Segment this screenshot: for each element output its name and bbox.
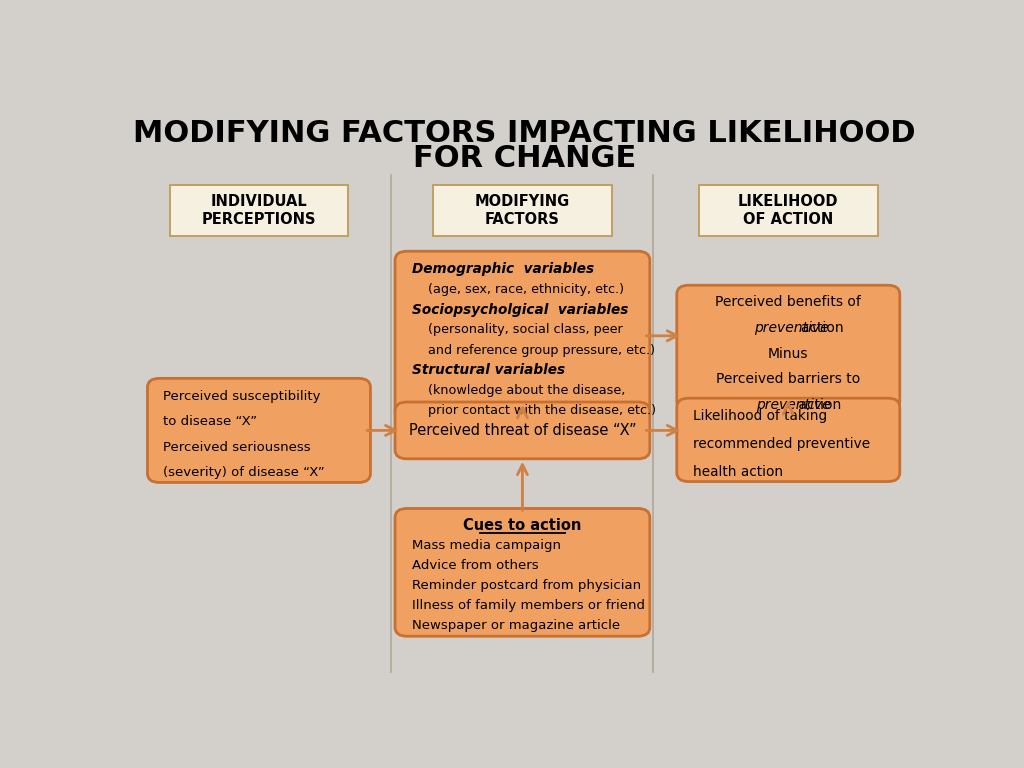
Text: action: action — [794, 399, 842, 412]
Text: INDIVIDUAL
PERCEPTIONS: INDIVIDUAL PERCEPTIONS — [202, 194, 316, 227]
Text: Mass media campaign: Mass media campaign — [412, 538, 561, 551]
Text: and reference group pressure, etc.): and reference group pressure, etc.) — [412, 343, 654, 356]
Text: Cues to action: Cues to action — [463, 518, 582, 532]
Text: Perceived seriousness: Perceived seriousness — [163, 441, 311, 454]
FancyBboxPatch shape — [677, 285, 900, 410]
FancyBboxPatch shape — [699, 185, 878, 236]
Text: Likelihood of taking: Likelihood of taking — [692, 409, 826, 423]
Text: Newspaper or magazine article: Newspaper or magazine article — [412, 619, 620, 632]
FancyBboxPatch shape — [433, 185, 611, 236]
Text: MODIFYING FACTORS IMPACTING LIKELIHOOD: MODIFYING FACTORS IMPACTING LIKELIHOOD — [133, 119, 916, 148]
FancyBboxPatch shape — [395, 508, 650, 636]
Text: recommended preventive: recommended preventive — [692, 437, 869, 451]
FancyBboxPatch shape — [170, 185, 348, 236]
Text: Perceived benefits of: Perceived benefits of — [716, 295, 861, 309]
Text: Illness of family members or friend: Illness of family members or friend — [412, 599, 645, 612]
Text: (personality, social class, peer: (personality, social class, peer — [412, 323, 623, 336]
FancyBboxPatch shape — [395, 402, 650, 458]
Text: MODIFYING
FACTORS: MODIFYING FACTORS — [475, 194, 570, 227]
Text: Advice from others: Advice from others — [412, 559, 539, 571]
Text: to disease “X”: to disease “X” — [163, 415, 257, 429]
Text: Perceived susceptibility: Perceived susceptibility — [163, 389, 321, 402]
Text: Reminder postcard from physician: Reminder postcard from physician — [412, 579, 641, 592]
Text: (severity) of disease “X”: (severity) of disease “X” — [163, 466, 325, 479]
Text: Sociopsycholgical  variables: Sociopsycholgical variables — [412, 303, 628, 316]
Text: preventive: preventive — [756, 399, 830, 412]
Text: Structural variables: Structural variables — [412, 363, 565, 377]
FancyBboxPatch shape — [395, 251, 650, 420]
Text: (age, sex, race, ethnicity, etc.): (age, sex, race, ethnicity, etc.) — [412, 283, 624, 296]
FancyBboxPatch shape — [147, 379, 371, 482]
Text: prior contact with the disease, etc.): prior contact with the disease, etc.) — [412, 405, 655, 417]
Text: Demographic  variables: Demographic variables — [412, 262, 594, 276]
Text: preventive: preventive — [754, 321, 828, 335]
Text: FOR CHANGE: FOR CHANGE — [413, 144, 637, 173]
FancyBboxPatch shape — [677, 398, 900, 482]
Text: Perceived barriers to: Perceived barriers to — [716, 372, 860, 386]
Text: Minus: Minus — [768, 346, 809, 360]
Text: (knowledge about the disease,: (knowledge about the disease, — [412, 384, 625, 397]
Text: action: action — [793, 321, 844, 335]
Text: health action: health action — [692, 465, 782, 479]
Text: LIKELIHOOD
OF ACTION: LIKELIHOOD OF ACTION — [738, 194, 839, 227]
Text: Perceived threat of disease “X”: Perceived threat of disease “X” — [409, 423, 636, 438]
